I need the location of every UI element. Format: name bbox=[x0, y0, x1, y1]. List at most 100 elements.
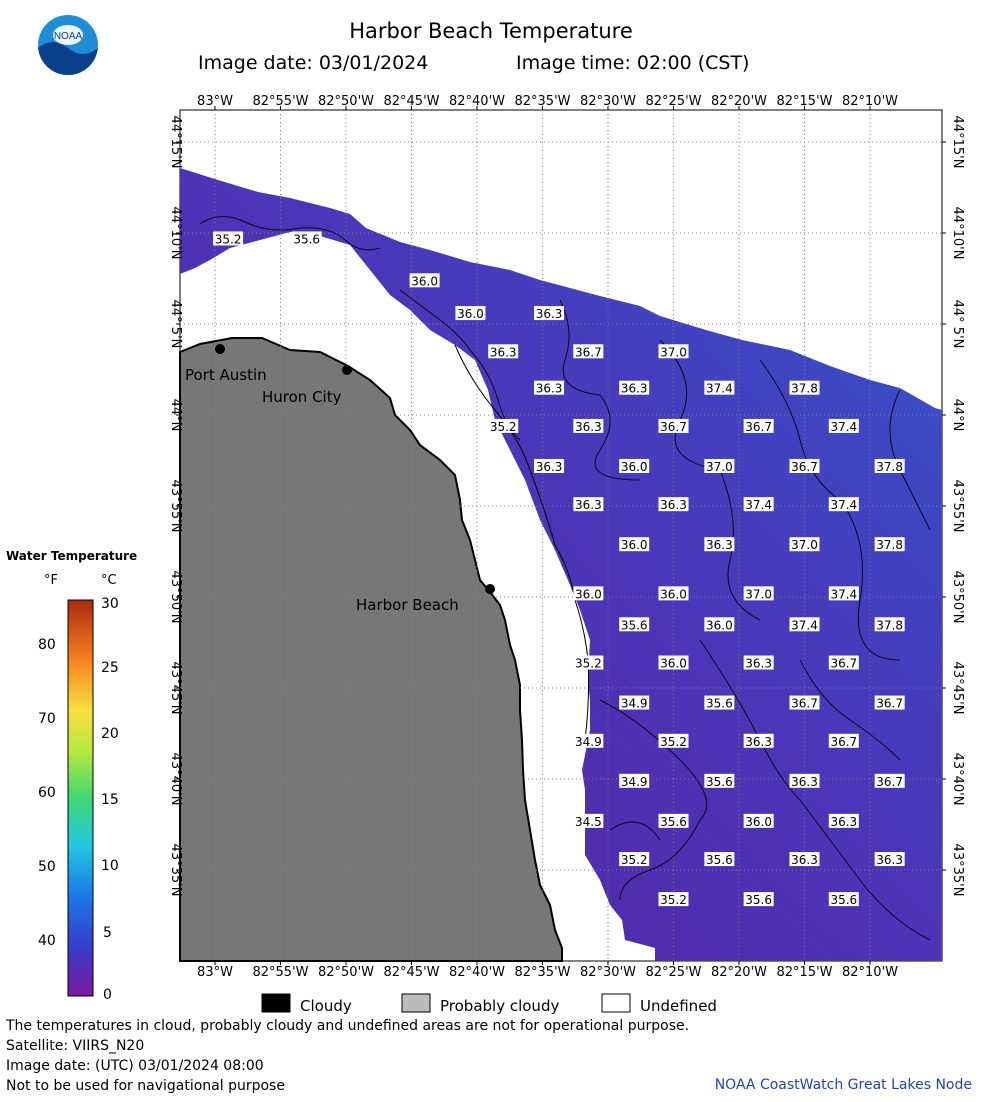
lat-label-left: 43°50'N bbox=[168, 571, 183, 624]
temperature-label: 36.0 bbox=[409, 273, 440, 288]
undefined-swatch bbox=[601, 993, 631, 1013]
svg-text:36.3: 36.3 bbox=[490, 345, 517, 359]
svg-text:36.0: 36.0 bbox=[745, 815, 772, 829]
lat-label-left: 44°10'N bbox=[168, 207, 183, 260]
svg-text:37.4: 37.4 bbox=[830, 498, 857, 512]
svg-text:34.9: 34.9 bbox=[621, 697, 648, 711]
svg-text:37.0: 37.0 bbox=[660, 345, 687, 359]
place-name: Huron City bbox=[262, 388, 342, 406]
temperature-label: 35.2 bbox=[573, 655, 604, 671]
colorbar bbox=[67, 599, 94, 997]
c-tick-label: 10 bbox=[101, 858, 119, 874]
svg-text:37.8: 37.8 bbox=[876, 618, 903, 632]
place-name: Harbor Beach bbox=[356, 596, 459, 614]
svg-text:35.6: 35.6 bbox=[660, 815, 687, 829]
svg-text:36.7: 36.7 bbox=[830, 735, 857, 749]
lon-label-top: 82°55'W bbox=[252, 94, 308, 109]
svg-text:36.7: 36.7 bbox=[791, 697, 818, 711]
cloudy-label: Cloudy bbox=[300, 997, 352, 1015]
svg-text:35.2: 35.2 bbox=[660, 735, 687, 749]
svg-text:36.0: 36.0 bbox=[660, 587, 687, 601]
svg-text:37.4: 37.4 bbox=[791, 618, 818, 632]
temperature-label: 37.8 bbox=[874, 537, 905, 552]
svg-text:37.0: 37.0 bbox=[791, 538, 818, 552]
svg-text:37.8: 37.8 bbox=[876, 460, 903, 474]
svg-text:35.2: 35.2 bbox=[621, 853, 648, 867]
svg-text:NOAA: NOAA bbox=[54, 31, 83, 42]
c-tick-label: 25 bbox=[101, 660, 119, 676]
svg-text:37.8: 37.8 bbox=[876, 538, 903, 552]
svg-text:36.3: 36.3 bbox=[660, 498, 687, 512]
temperature-label: 36.3 bbox=[573, 497, 604, 512]
utc-date: Image date: (UTC) 03/01/2024 08:00 bbox=[6, 1058, 264, 1074]
temperature-label: 35.2 bbox=[619, 852, 650, 867]
lon-label-bottom: 82°20'W bbox=[711, 965, 767, 980]
svg-text:36.0: 36.0 bbox=[411, 274, 438, 288]
temperature-label: 36.7 bbox=[828, 733, 859, 749]
svg-text:35.6: 35.6 bbox=[706, 697, 733, 711]
lat-label-right: 43°50'N bbox=[950, 571, 965, 624]
lat-label-left: 44°N bbox=[168, 399, 183, 432]
water-data-area bbox=[180, 168, 942, 961]
svg-text:36.0: 36.0 bbox=[457, 307, 484, 321]
temperature-label: 35.6 bbox=[619, 617, 650, 632]
temperature-label: 37.0 bbox=[658, 344, 689, 359]
svg-text:36.0: 36.0 bbox=[706, 618, 733, 632]
lon-label-bottom: 83°W bbox=[197, 965, 233, 980]
temperature-label: 36.0 bbox=[619, 537, 650, 552]
lon-label-bottom: 82°30'W bbox=[580, 965, 636, 980]
credit: NOAA CoastWatch Great Lakes Node bbox=[714, 1077, 972, 1093]
temperature-label: 36.3 bbox=[534, 458, 565, 474]
temperature-label: 35.6 bbox=[291, 231, 322, 246]
lon-label-top: 82°10'W bbox=[842, 94, 898, 109]
page-title: Harbor Beach Temperature bbox=[349, 19, 633, 43]
svg-text:36.7: 36.7 bbox=[876, 697, 903, 711]
svg-text:36.7: 36.7 bbox=[876, 775, 903, 789]
temperature-label: 36.3 bbox=[534, 380, 565, 396]
temperature-label: 37.8 bbox=[789, 380, 820, 396]
temperature-label: 36.3 bbox=[658, 497, 689, 512]
svg-text:36.0: 36.0 bbox=[575, 587, 602, 601]
temperature-label: 35.2 bbox=[488, 418, 519, 434]
lon-label-top: 82°35'W bbox=[514, 94, 570, 109]
temperature-label: 35.6 bbox=[743, 892, 774, 907]
lon-label-bottom: 82°10'W bbox=[842, 965, 898, 980]
temperature-label: 37.0 bbox=[704, 458, 735, 474]
temperature-label: 36.0 bbox=[658, 586, 689, 601]
svg-text:36.7: 36.7 bbox=[830, 657, 857, 671]
svg-text:35.6: 35.6 bbox=[706, 775, 733, 789]
temperature-label: 36.7 bbox=[658, 418, 689, 434]
temperature-label: 36.7 bbox=[874, 773, 905, 789]
lat-label-right: 44° 5'N bbox=[950, 300, 965, 349]
svg-text:35.6: 35.6 bbox=[706, 853, 733, 867]
temperature-label: 36.3 bbox=[488, 344, 519, 359]
svg-text:37.0: 37.0 bbox=[706, 460, 733, 474]
svg-text:36.3: 36.3 bbox=[791, 853, 818, 867]
lon-label-top: 82°45'W bbox=[383, 94, 439, 109]
unit-celsius: °C bbox=[101, 573, 117, 588]
svg-text:37.4: 37.4 bbox=[830, 587, 857, 601]
c-tick-label: 20 bbox=[101, 726, 119, 742]
temperature-label: 36.3 bbox=[828, 813, 859, 829]
lon-label-bottom: 82°45'W bbox=[383, 965, 439, 980]
temperature-label: 36.7 bbox=[573, 344, 604, 359]
image-time: Image time: 02:00 (CST) bbox=[516, 52, 750, 74]
temperature-label: 37.8 bbox=[874, 617, 905, 632]
temperature-label: 34.5 bbox=[573, 813, 604, 829]
svg-text:36.3: 36.3 bbox=[876, 853, 903, 867]
temperature-label: 36.7 bbox=[789, 695, 820, 711]
temperature-label: 36.7 bbox=[743, 418, 774, 434]
lon-label-bottom: 82°25'W bbox=[645, 965, 701, 980]
svg-text:36.3: 36.3 bbox=[536, 460, 563, 474]
svg-text:36.0: 36.0 bbox=[621, 538, 648, 552]
place-marker bbox=[342, 365, 352, 375]
lon-label-top: 82°25'W bbox=[645, 94, 701, 109]
temperature-label: 36.3 bbox=[874, 852, 905, 867]
svg-text:36.3: 36.3 bbox=[745, 735, 772, 749]
temperature-label: 35.2 bbox=[658, 733, 689, 749]
temperature-label: 36.3 bbox=[534, 306, 565, 321]
lon-label-top: 82°40'W bbox=[449, 94, 505, 109]
probably-cloudy-swatch bbox=[401, 993, 431, 1013]
svg-text:36.0: 36.0 bbox=[621, 460, 648, 474]
